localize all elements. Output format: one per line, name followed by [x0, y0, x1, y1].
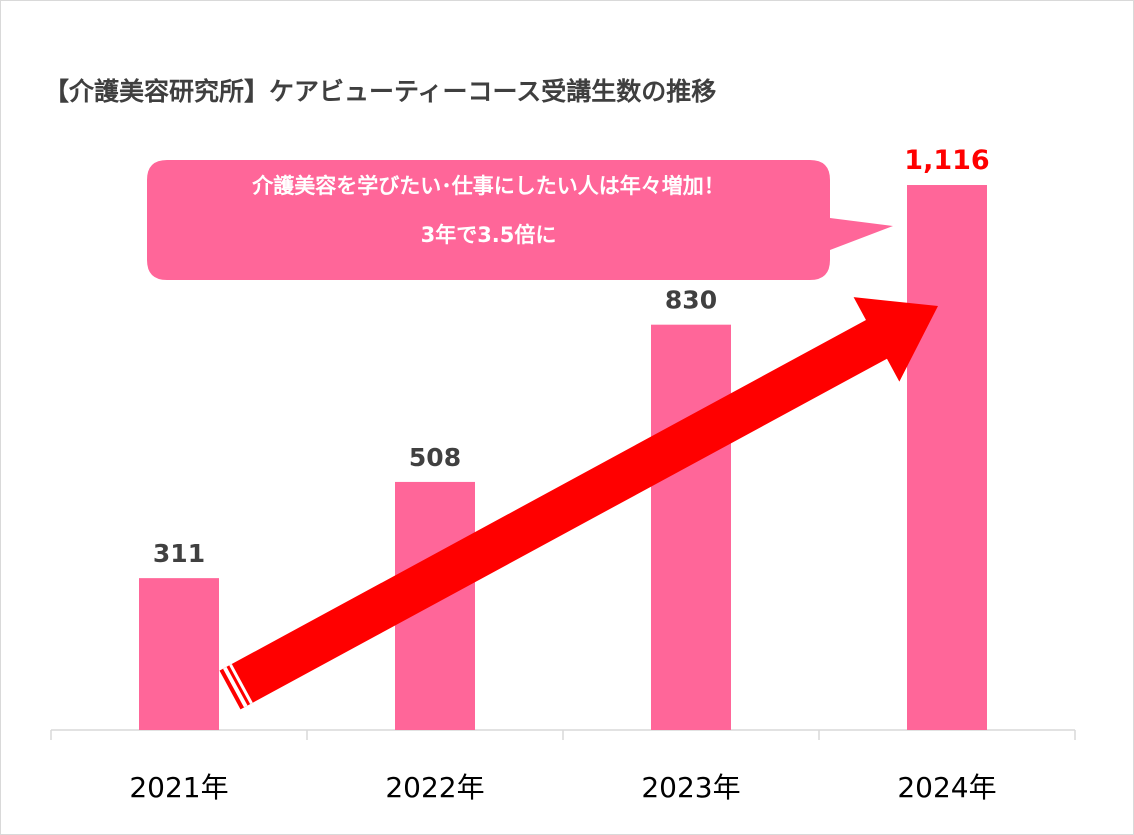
- value-label: 1,116: [904, 145, 989, 176]
- bar-2021年: [139, 578, 219, 730]
- value-label: 830: [665, 286, 717, 315]
- x-tick-label: 2021年: [129, 771, 228, 804]
- trend-arrow-layer: [219, 297, 939, 710]
- callout-bubble: [147, 160, 893, 280]
- chart-title: 【介護美容研究所】ケアビューティーコース受講生数の推移: [44, 77, 717, 106]
- value-label: 508: [409, 443, 461, 472]
- trend-arrow: [219, 297, 939, 710]
- x-tick-labels: 2021年 2022年 2023年 2024年: [129, 771, 996, 804]
- callout-line-1: 介護美容を学びたい･仕事にしたい人は年々増加！: [252, 174, 725, 198]
- trend-arrow-tail-stripe: [223, 666, 248, 708]
- x-tick-label: 2022年: [385, 771, 484, 804]
- x-tick-label: 2023年: [641, 771, 740, 804]
- x-axis: [50, 729, 1076, 740]
- value-labels: 311 508 830 1,116: [153, 145, 990, 568]
- bars: [139, 185, 987, 730]
- bar-2023年: [651, 324, 731, 730]
- value-label: 311: [153, 539, 205, 568]
- callout-text: 介護美容を学びたい･仕事にしたい人は年々増加！ 3年で3.5倍に: [147, 162, 830, 260]
- callout-line-2: 3年で3.5倍に: [420, 223, 557, 247]
- callout-bubble-layer: [147, 160, 893, 280]
- trend-arrow-tail-stripe: [229, 663, 253, 705]
- trend-arrow-body: [219, 297, 939, 710]
- x-tick-label: 2024年: [897, 771, 996, 804]
- bar-2024年: [907, 185, 987, 730]
